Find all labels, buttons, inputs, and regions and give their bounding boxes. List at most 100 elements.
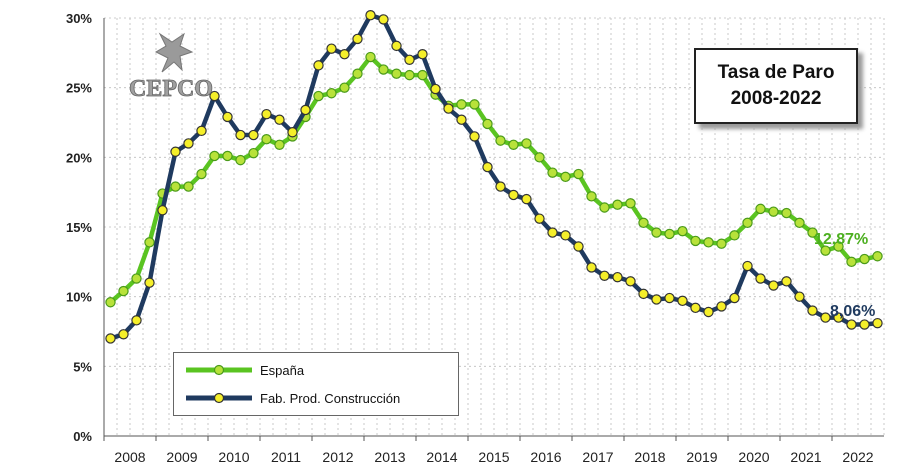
data-point-construccion: [443, 103, 454, 114]
data-point-espana: [664, 228, 675, 240]
data-point-construccion: [183, 138, 194, 149]
data-point-construccion: [612, 271, 623, 283]
data-point-construccion: [378, 14, 389, 25]
x-tick-label: 2019: [686, 449, 717, 465]
legend-item-espana: España: [184, 360, 304, 380]
data-point-construccion: [859, 319, 870, 330]
data-point-construccion: [677, 295, 688, 307]
data-point-espana: [807, 227, 818, 238]
data-point-espana: [196, 168, 207, 180]
data-point-espana: [794, 217, 805, 229]
x-tick-label: 2017: [582, 449, 613, 465]
logo-symbol-icon: CEPCO: [129, 32, 213, 102]
data-point-espana: [274, 139, 285, 150]
x-tick-label: 2008: [114, 449, 145, 465]
data-point-construccion: [274, 114, 285, 125]
data-point-espana: [560, 171, 571, 183]
x-tick-label: 2021: [790, 449, 821, 465]
x-tick-label: 2014: [426, 449, 457, 465]
data-point-construccion: [404, 54, 415, 66]
x-tick-label: 2015: [478, 449, 509, 465]
end-label-construccion: 8,06%: [830, 303, 876, 320]
data-point-espana: [313, 90, 324, 102]
data-point-construccion: [248, 129, 259, 141]
data-point-construccion: [690, 302, 701, 314]
data-point-espana: [105, 297, 116, 308]
data-point-espana: [534, 152, 545, 163]
data-point-construccion: [573, 241, 584, 252]
data-point-espana: [625, 198, 636, 209]
data-point-espana: [365, 51, 376, 63]
data-point-espana: [846, 256, 857, 268]
data-point-espana: [638, 217, 649, 229]
data-point-espana: [859, 253, 870, 265]
data-point-construccion: [326, 43, 337, 54]
end-label-espana: 12,87%: [814, 231, 869, 248]
chart-series: [105, 10, 883, 344]
y-tick-label: 10%: [66, 290, 92, 305]
data-point-construccion: [560, 230, 571, 241]
data-point-espana: [222, 150, 233, 162]
data-point-espana: [547, 167, 558, 178]
y-tick-label: 25%: [66, 81, 92, 96]
legend-label-espana: España: [260, 362, 305, 378]
chart-legend: España Fab. Prod. Construcción: [173, 352, 459, 416]
data-point-construccion: [196, 125, 207, 137]
legend-swatch-construccion: [186, 392, 252, 404]
y-tick-label: 20%: [66, 150, 92, 165]
data-point-espana: [352, 68, 363, 79]
data-point-espana: [248, 147, 259, 159]
data-point-espana: [521, 138, 532, 149]
data-point-construccion: [638, 288, 649, 300]
data-point-construccion: [209, 90, 220, 102]
data-point-construccion: [664, 292, 675, 304]
data-point-espana: [326, 88, 337, 99]
logo-text: CEPCO: [129, 76, 213, 102]
data-point-construccion: [521, 193, 532, 205]
data-point-construccion: [872, 317, 883, 329]
y-tick-label: 5%: [73, 359, 92, 374]
data-point-espana: [339, 82, 350, 93]
chart-title-line1: Tasa de Paro: [717, 62, 835, 83]
data-point-espana: [261, 134, 272, 145]
data-point-construccion: [157, 205, 168, 216]
data-point-construccion: [755, 273, 766, 284]
data-point-construccion: [547, 227, 558, 238]
data-point-espana: [118, 285, 129, 297]
data-point-espana: [456, 99, 467, 110]
x-tick-label: 2016: [530, 449, 561, 465]
data-point-espana: [755, 203, 766, 215]
data-point-construccion: [391, 40, 402, 52]
data-point-construccion: [833, 312, 844, 323]
data-point-espana: [469, 99, 480, 110]
x-tick-label: 2012: [322, 449, 353, 465]
data-point-espana: [872, 251, 883, 262]
data-point-espana: [495, 135, 506, 146]
x-tick-label: 2018: [634, 449, 665, 465]
data-point-espana: [716, 238, 727, 249]
data-point-construccion: [144, 277, 155, 288]
chart-axes: 0% 5% 10% 15% 20% 25% 30% 2008 2009 2010 2011 2012 2…: [66, 11, 884, 465]
data-point-espana: [170, 181, 181, 192]
data-point-construccion: [287, 127, 298, 138]
data-point-construccion: [118, 329, 129, 340]
data-point-construccion: [820, 312, 831, 323]
data-point-espana: [690, 235, 701, 247]
data-point-espana: [417, 69, 428, 81]
data-point-espana: [235, 154, 246, 166]
legend-label-construccion: Fab. Prod. Construcción: [260, 390, 401, 406]
data-point-espana: [820, 245, 831, 256]
data-point-espana: [833, 241, 844, 252]
data-point-espana: [131, 273, 142, 284]
data-point-construccion: [534, 213, 545, 224]
x-tick-label: 2009: [166, 449, 197, 465]
data-point-construccion: [846, 319, 857, 330]
data-point-construccion: [300, 104, 311, 116]
data-point-espana: [768, 206, 779, 217]
data-point-espana: [508, 139, 519, 150]
data-point-construccion: [170, 146, 181, 157]
data-point-construccion: [352, 33, 363, 45]
data-point-espana: [404, 69, 415, 81]
data-point-construccion: [716, 301, 727, 312]
data-point-construccion: [729, 292, 740, 304]
